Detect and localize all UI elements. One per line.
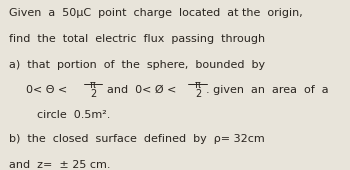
Text: . given  an  area  of  a: . given an area of a [206, 85, 328, 95]
Text: Given  a  50μC  point  charge  located  at the  origin,: Given a 50μC point charge located at the… [9, 8, 302, 18]
Text: π: π [89, 80, 95, 90]
Text: and  0< Ø <: and 0< Ø < [107, 85, 176, 95]
Text: and  z=  ± 25 cm.: and z= ± 25 cm. [9, 160, 110, 170]
Text: circle  0.5m².: circle 0.5m². [37, 110, 110, 121]
Text: 2: 2 [90, 89, 97, 99]
Text: π: π [194, 80, 200, 90]
Text: a)  that  portion  of  the  sphere,  bounded  by: a) that portion of the sphere, bounded b… [9, 60, 265, 70]
Text: 2: 2 [195, 89, 202, 99]
Text: 0< Θ <: 0< Θ < [26, 85, 68, 95]
Text: b)  the  closed  surface  defined  by  ρ= 32cm: b) the closed surface defined by ρ= 32cm [9, 134, 265, 144]
Text: find  the  total  electric  flux  passing  through: find the total electric flux passing thr… [9, 34, 265, 44]
